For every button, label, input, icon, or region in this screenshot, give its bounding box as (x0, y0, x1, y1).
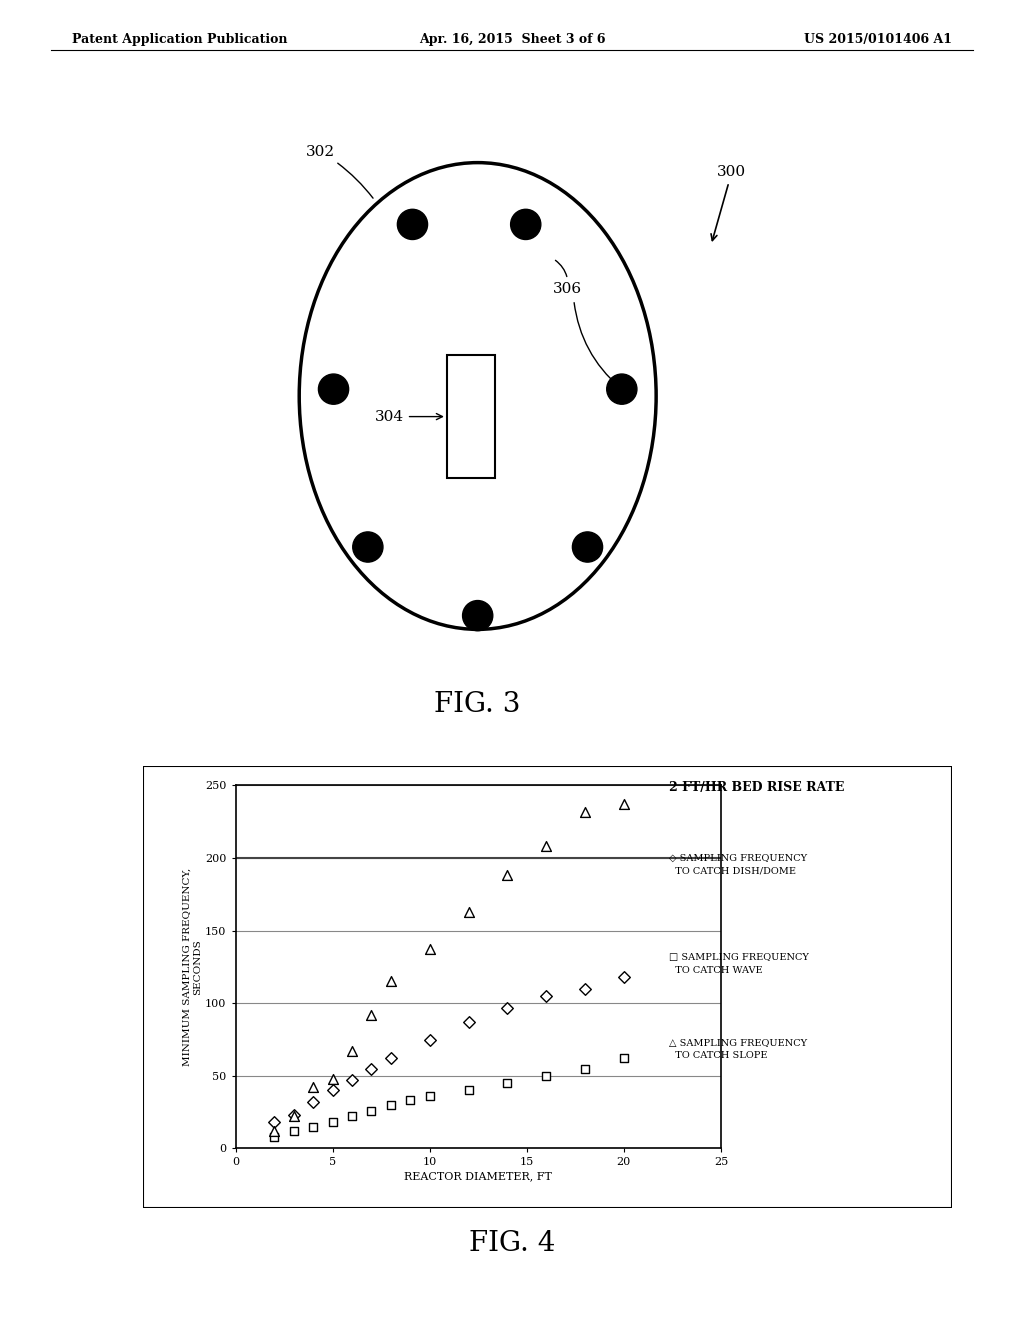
Circle shape (572, 532, 602, 562)
Text: Patent Application Publication: Patent Application Publication (72, 33, 287, 46)
Point (305, 1117, 322, 1138)
Point (402, 1090, 419, 1111)
Point (615, 793, 632, 814)
Point (286, 1106, 302, 1127)
Point (577, 978, 593, 999)
Text: 304: 304 (375, 409, 442, 424)
Point (538, 836, 554, 857)
Point (383, 1048, 399, 1069)
Point (266, 1126, 283, 1147)
Text: □ SAMPLING FREQUENCY
  TO CATCH WAVE: □ SAMPLING FREQUENCY TO CATCH WAVE (670, 953, 809, 974)
Text: 300: 300 (711, 165, 746, 240)
Text: US 2015/0101406 A1: US 2015/0101406 A1 (804, 33, 952, 46)
Point (364, 1100, 380, 1121)
Circle shape (607, 374, 637, 404)
Text: 2 FT/HR BED RISE RATE: 2 FT/HR BED RISE RATE (670, 781, 845, 795)
Point (538, 1065, 554, 1086)
Point (422, 1030, 438, 1051)
Point (305, 1077, 322, 1098)
Y-axis label: MINIMUM SAMPLING FREQUENCY,
SECONDS: MINIMUM SAMPLING FREQUENCY, SECONDS (183, 867, 203, 1067)
Point (461, 1080, 477, 1101)
Text: △ SAMPLING FREQUENCY
  TO CATCH SLOPE: △ SAMPLING FREQUENCY TO CATCH SLOPE (670, 1039, 807, 1060)
Point (266, 1121, 283, 1142)
Point (461, 1011, 477, 1032)
Point (286, 1121, 302, 1142)
Bar (446, 355, 495, 478)
Text: FIG. 4: FIG. 4 (469, 1230, 555, 1257)
Text: 302: 302 (306, 145, 373, 198)
Point (577, 801, 593, 822)
Point (383, 972, 399, 993)
Point (577, 1059, 593, 1080)
Point (364, 1005, 380, 1026)
Circle shape (511, 210, 541, 239)
Point (615, 1048, 632, 1069)
Point (344, 1040, 360, 1061)
Circle shape (352, 532, 383, 562)
Circle shape (463, 601, 493, 631)
Point (615, 966, 632, 987)
Circle shape (318, 374, 348, 404)
Point (344, 1106, 360, 1127)
Point (266, 1111, 283, 1133)
Point (325, 1068, 341, 1089)
Point (499, 865, 515, 886)
Point (499, 997, 515, 1018)
Text: Apr. 16, 2015  Sheet 3 of 6: Apr. 16, 2015 Sheet 3 of 6 (419, 33, 605, 46)
Point (538, 985, 554, 1006)
Point (325, 1111, 341, 1133)
Point (364, 1059, 380, 1080)
Text: FIG. 3: FIG. 3 (434, 692, 521, 718)
Point (461, 902, 477, 923)
Text: 306: 306 (553, 260, 583, 296)
Circle shape (397, 210, 428, 239)
Point (344, 1069, 360, 1090)
X-axis label: REACTOR DIAMETER, FT: REACTOR DIAMETER, FT (404, 1172, 552, 1181)
Point (383, 1094, 399, 1115)
Point (422, 939, 438, 960)
Point (305, 1092, 322, 1113)
Point (325, 1080, 341, 1101)
Point (499, 1072, 515, 1093)
Text: ◇ SAMPLING FREQUENCY
  TO CATCH DISH/DOME: ◇ SAMPLING FREQUENCY TO CATCH DISH/DOME (670, 854, 807, 875)
Point (422, 1085, 438, 1106)
Point (286, 1105, 302, 1126)
